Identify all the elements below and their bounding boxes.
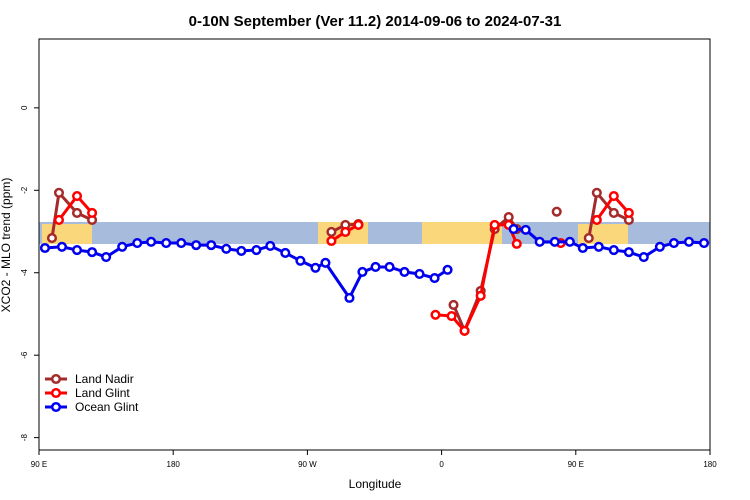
data-point <box>53 214 65 226</box>
data-point <box>668 238 679 249</box>
data-point <box>520 224 531 235</box>
plot-frame <box>38 38 711 451</box>
data-point <box>583 233 594 244</box>
data-point <box>508 223 519 235</box>
y-tick-label: -4 <box>20 269 29 277</box>
data-point <box>71 245 83 256</box>
series-line <box>50 189 93 239</box>
data-point <box>623 207 634 219</box>
data-point <box>638 252 649 263</box>
y-tick-label: -2 <box>20 186 29 194</box>
data-point <box>320 257 331 268</box>
data-point <box>71 207 83 219</box>
legend-marker <box>50 387 62 399</box>
data-point <box>593 241 604 252</box>
data-point <box>280 247 291 259</box>
data-point <box>654 241 665 252</box>
data-point <box>623 247 634 258</box>
data-point <box>46 233 58 244</box>
data-point <box>87 207 98 219</box>
data-point <box>56 241 68 252</box>
data-point <box>384 261 395 273</box>
data-point <box>414 268 425 280</box>
data-point <box>534 236 545 247</box>
data-point <box>176 238 187 249</box>
data-point <box>448 299 459 310</box>
data-point <box>442 264 453 275</box>
y-tick-label: -8 <box>20 434 29 442</box>
data-point <box>71 191 83 202</box>
data-point <box>161 238 172 249</box>
data-point <box>564 236 575 247</box>
data-point <box>503 212 514 223</box>
data-point <box>698 238 710 249</box>
data-point <box>429 273 440 284</box>
x-tick-label: 90 W <box>298 460 317 469</box>
data-point <box>326 235 337 247</box>
data-point <box>430 309 441 320</box>
y-tick-label: -6 <box>20 351 29 359</box>
series <box>53 191 634 336</box>
legend-label: Ocean Glint <box>75 400 139 414</box>
data-point <box>551 206 562 217</box>
land <box>422 222 502 244</box>
data-point <box>221 243 232 254</box>
data-point <box>370 261 381 273</box>
chart-title: 0-10N September (Ver 11.2) 2014-09-06 to… <box>189 13 562 30</box>
data-point <box>265 240 276 251</box>
data-point <box>87 247 98 258</box>
data-point <box>344 292 355 303</box>
data-point <box>459 325 470 336</box>
data-point <box>101 252 112 263</box>
y-axis-label: XCO2 - MLO trend (ppm) <box>0 178 13 313</box>
data-point <box>608 207 619 219</box>
data-point <box>511 238 522 249</box>
data-point <box>295 255 306 266</box>
data-point <box>146 236 157 247</box>
data-point <box>191 240 202 251</box>
data-point <box>53 187 65 198</box>
data-point <box>206 240 217 251</box>
data-point <box>236 245 247 256</box>
data-point <box>489 219 500 230</box>
data-point <box>608 245 619 256</box>
x-tick-label: 180 <box>703 460 717 469</box>
data-point <box>310 262 321 273</box>
data-point <box>591 187 602 198</box>
legend-label: Land Glint <box>75 386 130 400</box>
data-point <box>132 238 143 249</box>
legend-marker <box>50 401 62 413</box>
data-point <box>340 226 351 237</box>
data-point <box>399 266 410 277</box>
data-point <box>117 241 128 252</box>
legend-marker <box>50 373 62 385</box>
data-point <box>446 310 457 322</box>
series-line <box>587 189 630 239</box>
series-line <box>44 240 449 301</box>
data-point <box>353 219 364 230</box>
series <box>39 223 710 303</box>
x-tick-label: 90 E <box>568 460 584 469</box>
data-point <box>591 214 602 226</box>
x-tick-label: 180 <box>167 460 181 469</box>
data-point <box>577 242 588 254</box>
x-tick-label: 90 E <box>31 460 47 469</box>
data-point <box>608 191 619 202</box>
y-tick-label: 0 <box>20 105 29 110</box>
data-point <box>475 290 486 301</box>
x-tick-label: 0 <box>439 460 444 469</box>
legend-label: Land Nadir <box>75 372 134 386</box>
data-point <box>39 242 51 254</box>
data-point <box>683 236 695 247</box>
data-point <box>326 226 337 237</box>
data-point <box>357 266 368 277</box>
x-axis-label: Longitude <box>349 477 402 491</box>
data-point <box>549 236 560 247</box>
data-point <box>251 245 262 256</box>
